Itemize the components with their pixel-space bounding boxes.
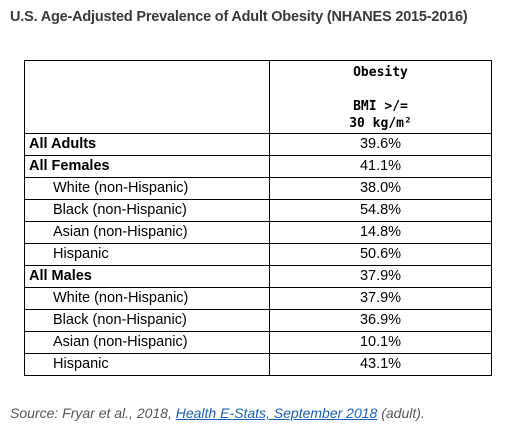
header-cell: Obesity BMI >/= 30 kg/m² bbox=[269, 60, 492, 134]
source-note: Source: Fryar et al., 2018, Health E-Sta… bbox=[10, 405, 425, 421]
cell: 14.8% bbox=[269, 221, 492, 244]
row: Hispanic 43.1% bbox=[24, 353, 492, 376]
cell: All Adults bbox=[24, 133, 270, 156]
cell: White (non-Hispanic) bbox=[24, 287, 270, 310]
cell: 37.9% bbox=[269, 287, 492, 310]
row: Asian (non-Hispanic) 10.1% bbox=[24, 331, 492, 354]
cell: Asian (non-Hispanic) bbox=[24, 221, 270, 244]
cell: 39.6% bbox=[269, 133, 492, 156]
header-cell bbox=[24, 60, 270, 134]
source-link[interactable]: Health E-Stats, September 2018 bbox=[175, 405, 378, 421]
row: Black (non-Hispanic) 36.9% bbox=[24, 309, 492, 332]
cell: White (non-Hispanic) bbox=[24, 177, 270, 200]
row: White (non-Hispanic) 37.9% bbox=[24, 287, 492, 310]
cell: Black (non-Hispanic) bbox=[24, 199, 270, 222]
row: All Adults 39.6% bbox=[24, 133, 492, 156]
cell: 41.1% bbox=[269, 155, 492, 178]
table: Obesity BMI >/= 30 kg/m² All Adults 39.6%… bbox=[24, 60, 492, 376]
source-text: Source: Fryar et al., 2018, bbox=[10, 405, 172, 421]
cell: Hispanic bbox=[24, 243, 270, 266]
source-text: (adult). bbox=[381, 405, 425, 421]
cell: Asian (non-Hispanic) bbox=[24, 331, 270, 354]
row: White (non-Hispanic) 38.0% bbox=[24, 177, 492, 200]
cell: 36.9% bbox=[269, 309, 492, 332]
row: All Males 37.9% bbox=[24, 265, 492, 288]
cell: 37.9% bbox=[269, 265, 492, 288]
cell: 54.8% bbox=[269, 199, 492, 222]
cell: Hispanic bbox=[24, 353, 270, 376]
cell: 43.1% bbox=[269, 353, 492, 376]
cell: 50.6% bbox=[269, 243, 492, 266]
cell: All Females bbox=[24, 155, 270, 178]
cell: 38.0% bbox=[269, 177, 492, 200]
row: All Females 41.1% bbox=[24, 155, 492, 178]
cell: 10.1% bbox=[269, 331, 492, 354]
cell: Black (non-Hispanic) bbox=[24, 309, 270, 332]
row: Hispanic 50.6% bbox=[24, 243, 492, 266]
title: U.S. Age-Adjusted Prevalence of Adult Ob… bbox=[10, 9, 468, 25]
row: Asian (non-Hispanic) 14.8% bbox=[24, 221, 492, 244]
cell: All Males bbox=[24, 265, 270, 288]
header-text: 30 kg/m² bbox=[349, 116, 412, 131]
header-text: Obesity bbox=[353, 65, 408, 80]
header-text: BMI >/= bbox=[353, 99, 408, 114]
header-row: Obesity BMI >/= 30 kg/m² bbox=[24, 60, 492, 134]
row: Black (non-Hispanic) 54.8% bbox=[24, 199, 492, 222]
